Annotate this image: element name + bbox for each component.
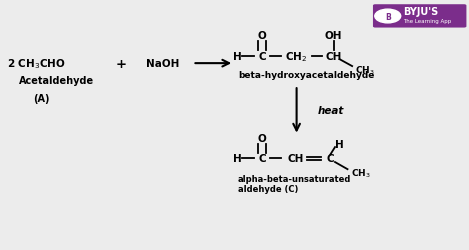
Text: H: H — [335, 139, 344, 149]
Text: H: H — [234, 154, 242, 164]
Text: O: O — [257, 134, 266, 143]
Text: CH: CH — [287, 154, 303, 164]
Text: (A): (A) — [33, 93, 49, 103]
Text: heat: heat — [318, 105, 344, 115]
Text: CH$_3$: CH$_3$ — [356, 64, 375, 76]
Circle shape — [375, 10, 401, 24]
Text: NaOH: NaOH — [146, 59, 180, 69]
Text: CH$_3$: CH$_3$ — [351, 166, 371, 179]
Text: 2 CH$_3$CHO: 2 CH$_3$CHO — [8, 57, 66, 71]
Text: aldehyde (C): aldehyde (C) — [238, 184, 298, 194]
FancyBboxPatch shape — [373, 5, 467, 28]
Text: CH$_2$: CH$_2$ — [286, 50, 308, 64]
Text: B: B — [385, 12, 391, 22]
Text: beta-hydroxyacetaldehyde: beta-hydroxyacetaldehyde — [238, 70, 374, 79]
Text: CH: CH — [325, 52, 342, 62]
Text: Acetaldehyde: Acetaldehyde — [19, 76, 94, 86]
Text: C: C — [326, 154, 334, 164]
Text: BYJU'S: BYJU'S — [403, 7, 438, 17]
Text: C: C — [258, 52, 266, 62]
Text: H: H — [234, 52, 242, 62]
Text: alpha-beta-unsaturated: alpha-beta-unsaturated — [238, 174, 351, 183]
Text: +: + — [115, 58, 126, 70]
Text: C: C — [258, 154, 266, 164]
Text: O: O — [257, 31, 266, 41]
Text: The Learning App: The Learning App — [403, 19, 451, 24]
Text: OH: OH — [325, 31, 342, 41]
